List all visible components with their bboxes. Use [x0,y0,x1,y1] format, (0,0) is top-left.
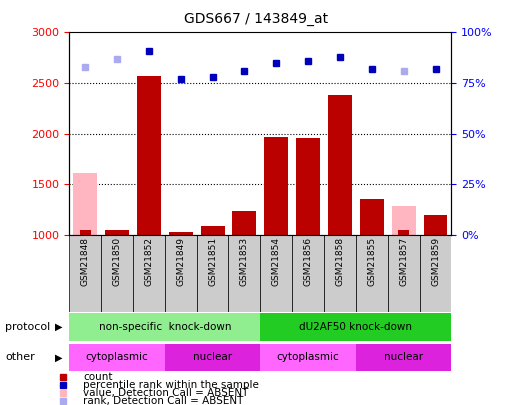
Text: GSM21851: GSM21851 [208,237,217,286]
Text: percentile rank within the sample: percentile rank within the sample [83,380,259,390]
Text: GDS667 / 143849_at: GDS667 / 143849_at [185,12,328,26]
Bar [137,76,161,235]
Bar [196,235,228,312]
Bar [324,235,356,312]
Bar [261,344,356,371]
Bar [201,226,225,235]
Text: GSM21857: GSM21857 [399,237,408,286]
Bar [292,235,324,312]
Bar [69,235,101,312]
Text: GSM21856: GSM21856 [304,237,312,286]
Text: GSM21848: GSM21848 [81,237,90,286]
Bar [105,230,129,235]
Bar [296,138,320,235]
Text: ▶: ▶ [55,322,63,332]
Bar [261,235,292,312]
Bar [392,206,416,235]
Bar [424,215,447,235]
Bar [360,200,384,235]
Bar [80,230,91,235]
Bar [165,235,196,312]
Text: cytoplasmic: cytoplasmic [86,352,148,362]
Text: nuclear: nuclear [384,352,423,362]
Text: count: count [83,372,112,382]
Text: GSM21859: GSM21859 [431,237,440,286]
Bar [101,235,133,312]
Text: GSM21854: GSM21854 [272,237,281,286]
Bar [420,235,451,312]
Bar [356,235,388,312]
Text: GSM21853: GSM21853 [240,237,249,286]
Text: cytoplasmic: cytoplasmic [277,352,340,362]
Text: other: other [5,352,35,362]
Bar [228,235,261,312]
Text: rank, Detection Call = ABSENT: rank, Detection Call = ABSENT [83,396,243,405]
Text: protocol: protocol [5,322,50,332]
Bar [69,344,165,371]
Text: GSM21850: GSM21850 [112,237,122,286]
Text: GSM21855: GSM21855 [367,237,377,286]
Bar [165,344,261,371]
Bar [232,211,256,235]
Bar [133,235,165,312]
Text: value, Detection Call = ABSENT: value, Detection Call = ABSENT [83,388,248,398]
Bar [169,232,193,235]
Text: dU2AF50 knock-down: dU2AF50 knock-down [300,322,412,332]
Bar [328,95,352,235]
Bar [398,230,409,235]
Bar [73,173,97,235]
Text: non-specific  knock-down: non-specific knock-down [98,322,231,332]
Text: GSM21849: GSM21849 [176,237,185,286]
Bar [388,235,420,312]
Text: GSM21852: GSM21852 [144,237,153,286]
Bar [356,344,451,371]
Text: nuclear: nuclear [193,352,232,362]
Text: GSM21858: GSM21858 [336,237,344,286]
Bar [264,137,288,235]
Bar [261,313,451,341]
Bar [69,313,261,341]
Text: ▶: ▶ [55,352,63,362]
